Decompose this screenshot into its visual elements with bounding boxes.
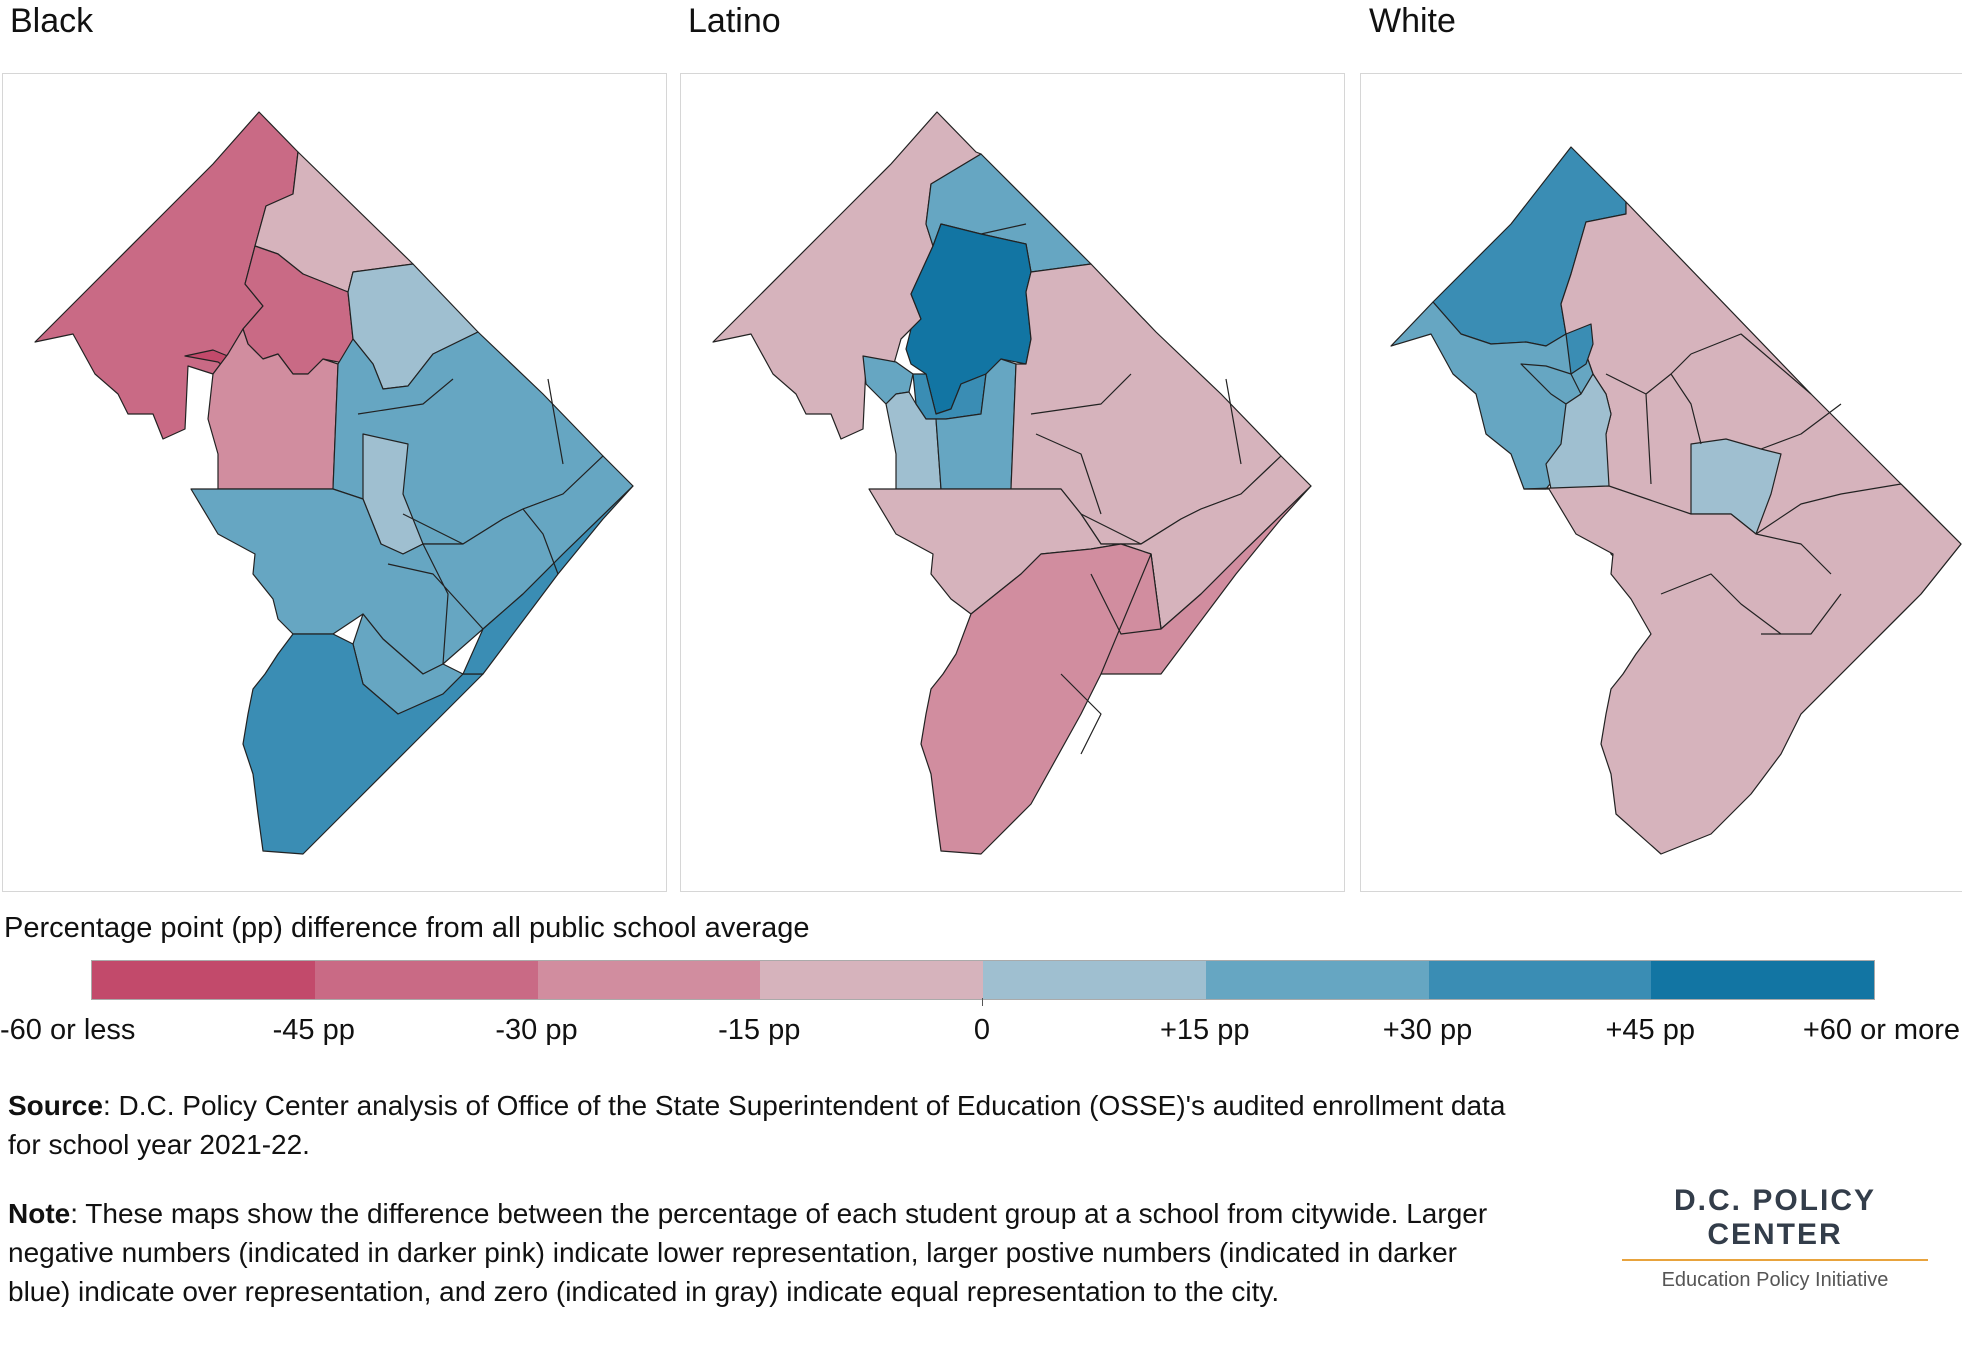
legend-label: +15 pp (1159, 1014, 1250, 1046)
legend-label: +30 pp (1382, 1014, 1473, 1046)
source-body: : D.C. Policy Center analysis of Office … (8, 1090, 1506, 1160)
legend-label: 0 (973, 1014, 991, 1046)
legend-label: -45 pp (272, 1014, 355, 1046)
ward-region (920, 543, 1162, 855)
ward-region (462, 485, 634, 675)
map-black (34, 111, 634, 855)
note-text: Note: These maps show the difference bet… (8, 1194, 1508, 1311)
ward-region (242, 633, 484, 855)
legend-title: Percentage point (pp) difference from al… (4, 912, 810, 944)
legend-label: -30 pp (495, 1014, 578, 1046)
legend-swatch (92, 961, 315, 999)
legend-swatch (537, 961, 761, 999)
legend-label: +45 pp (1605, 1014, 1696, 1046)
note-label: Note (8, 1198, 71, 1229)
map-latino (712, 111, 1312, 855)
legend-label: -60 or less (0, 1014, 136, 1046)
map-panel-latino (680, 73, 1345, 892)
ward-region (207, 328, 339, 490)
ward-region (1523, 483, 1962, 855)
legend-label: -15 pp (718, 1014, 801, 1046)
logo-name: D.C. POLICY CENTER (1673, 1184, 1876, 1251)
map-white (1390, 146, 1962, 855)
map-panel-black (2, 73, 667, 892)
map-panel-white (1360, 73, 1962, 892)
legend-swatch (1651, 961, 1874, 999)
logo-subtitle: Education Policy Initiative (1661, 1269, 1889, 1291)
ward-region (1100, 485, 1312, 675)
ward-region (1565, 323, 1594, 375)
note-body: : These maps show the difference between… (8, 1198, 1488, 1307)
map-title-white: White (1369, 2, 1456, 40)
legend-swatch (314, 961, 538, 999)
ward-region (1545, 373, 1612, 490)
ward-region (885, 391, 942, 490)
source-text: Source: D.C. Policy Center analysis of O… (8, 1086, 1528, 1164)
logo-divider (1622, 1259, 1928, 1261)
legend-zero-tick (982, 998, 983, 1006)
legend-swatch (1205, 961, 1429, 999)
legend-swatch (760, 961, 983, 999)
dc-policy-center-logo: D.C. POLICY CENTER Education Policy Init… (1610, 1184, 1940, 1292)
color-legend (91, 960, 1875, 1000)
map-title-black: Black (10, 2, 94, 40)
legend-swatch (983, 961, 1206, 999)
source-label: Source (8, 1090, 103, 1121)
map-title-latino: Latino (688, 2, 781, 40)
legend-label: +60 or more (1802, 1014, 1960, 1046)
legend-swatch (1428, 961, 1652, 999)
